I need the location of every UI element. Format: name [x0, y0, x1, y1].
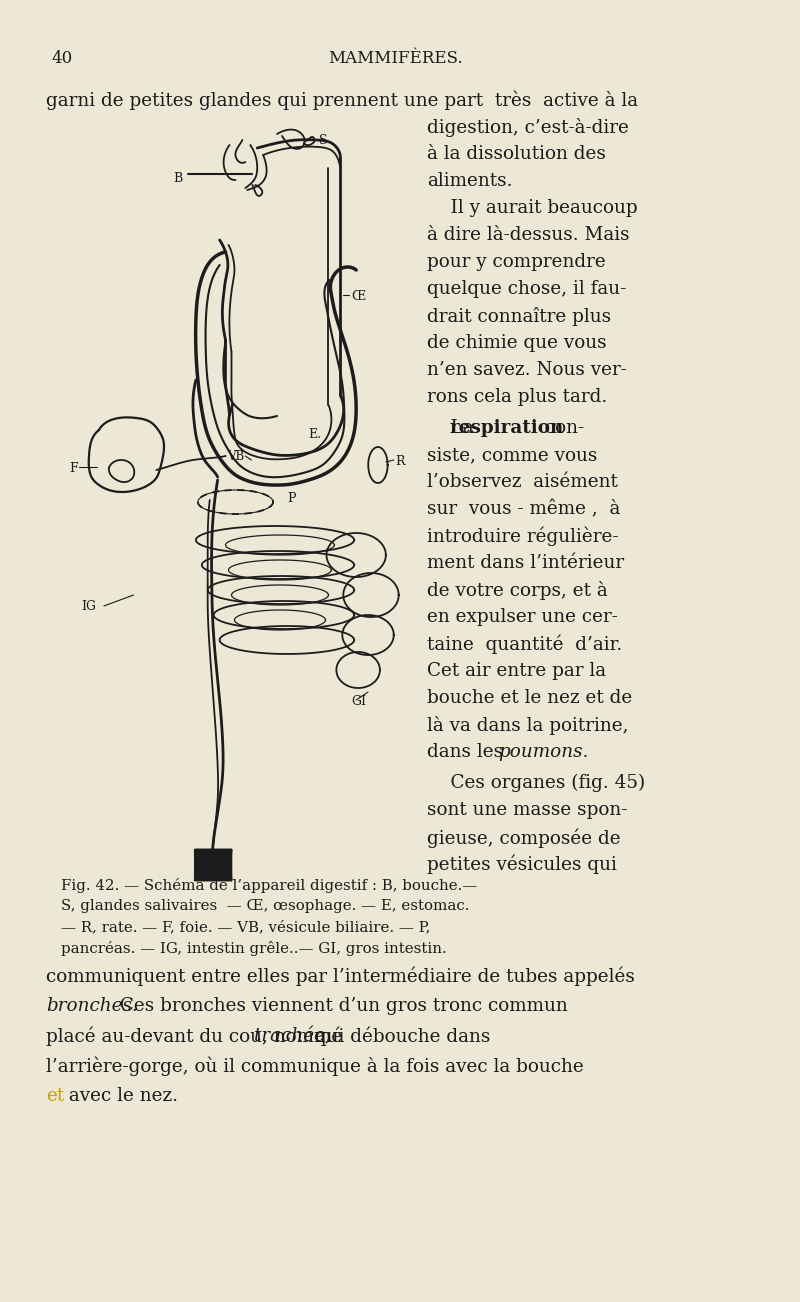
Text: trachée,: trachée, [254, 1027, 331, 1046]
Text: sur  vous - même ,  à: sur vous - même , à [427, 500, 621, 518]
Text: Cet air entre par la: Cet air entre par la [427, 661, 606, 680]
Text: dans les: dans les [427, 743, 510, 760]
Text: là va dans la poitrine,: là va dans la poitrine, [427, 716, 629, 736]
Text: P: P [287, 492, 295, 505]
Text: — R, rate. — F, foie. — VB, vésicule biliaire. — P,: — R, rate. — F, foie. — VB, vésicule bil… [62, 921, 430, 934]
Text: pancréas. — IG, intestin grêle..— GI, gros intestin.: pancréas. — IG, intestin grêle..— GI, gr… [62, 941, 447, 956]
Text: avec le nez.: avec le nez. [63, 1087, 178, 1105]
Text: à dire là-dessus. Mais: à dire là-dessus. Mais [427, 227, 630, 243]
Text: MAMMIFÈRES.: MAMMIFÈRES. [329, 49, 463, 66]
Text: petites vésicules qui: petites vésicules qui [427, 855, 618, 875]
Text: placé au-devant du cou, nommé: placé au-devant du cou, nommé [46, 1027, 349, 1047]
Text: ment dans l’intérieur: ment dans l’intérieur [427, 553, 625, 572]
Text: Ces bronches viennent d’un gros tronc commun: Ces bronches viennent d’un gros tronc co… [114, 997, 567, 1016]
Text: de votre corps, et à: de votre corps, et à [427, 581, 608, 600]
Text: et: et [46, 1087, 65, 1105]
Text: garni de petites glandes qui prennent une part  très  active à la: garni de petites glandes qui prennent un… [46, 90, 638, 109]
Text: gieuse, composée de: gieuse, composée de [427, 828, 621, 848]
Text: drait connaître plus: drait connaître plus [427, 307, 611, 326]
Text: Il y aurait beaucoup: Il y aurait beaucoup [427, 199, 638, 217]
Text: taine  quantité  d’air.: taine quantité d’air. [427, 635, 622, 655]
Text: GI: GI [351, 695, 366, 708]
Text: n’en savez. Nous ver-: n’en savez. Nous ver- [427, 361, 627, 379]
Text: sont une masse spon-: sont une masse spon- [427, 801, 628, 819]
Text: rons cela plus tard.: rons cela plus tard. [427, 388, 608, 406]
Text: bouche et le nez et de: bouche et le nez et de [427, 689, 633, 707]
Text: respiration: respiration [449, 419, 563, 437]
Text: 40: 40 [51, 49, 73, 66]
Text: quelque chose, il fau-: quelque chose, il fau- [427, 280, 626, 298]
Text: S: S [318, 134, 327, 147]
Text: bronches.: bronches. [46, 997, 138, 1016]
Text: l’arrière-gorge, où il communique à la fois avec la bouche: l’arrière-gorge, où il communique à la f… [46, 1057, 584, 1077]
Text: en expulser une cer-: en expulser une cer- [427, 608, 618, 626]
Text: digestion, c’est-à-dire: digestion, c’est-à-dire [427, 118, 630, 137]
Text: siste, comme vous: siste, comme vous [427, 447, 598, 464]
Text: Ces organes (fig. 45): Ces organes (fig. 45) [427, 773, 646, 792]
Text: qui débouche dans: qui débouche dans [309, 1027, 490, 1047]
Text: La: La [427, 419, 480, 437]
Text: de chimie que vous: de chimie que vous [427, 335, 607, 352]
Text: communiquent entre elles par l’intermédiaire de tubes appelés: communiquent entre elles par l’intermédi… [46, 967, 635, 987]
Text: pour y comprendre: pour y comprendre [427, 253, 606, 271]
Text: VB: VB [227, 450, 245, 464]
Text: con-: con- [539, 419, 584, 437]
Text: IG: IG [81, 600, 96, 613]
Text: Fig. 42. — Schéma de l’appareil digestif : B, bouche.—: Fig. 42. — Schéma de l’appareil digestif… [62, 878, 478, 893]
Text: S, glandes salivaires  — Œ, œsophage. — E, estomac.: S, glandes salivaires — Œ, œsophage. — E… [62, 898, 470, 913]
Text: B: B [173, 172, 182, 185]
Text: l’observez  aisément: l’observez aisément [427, 473, 618, 491]
Text: R: R [396, 454, 406, 467]
Text: à la dissolution des: à la dissolution des [427, 145, 606, 163]
Text: F: F [70, 462, 78, 475]
Text: introduire régulière-: introduire régulière- [427, 527, 619, 547]
Text: poumons.: poumons. [498, 743, 589, 760]
Text: E.: E. [309, 428, 322, 441]
Text: Œ: Œ [351, 290, 366, 303]
Text: aliments.: aliments. [427, 172, 513, 190]
